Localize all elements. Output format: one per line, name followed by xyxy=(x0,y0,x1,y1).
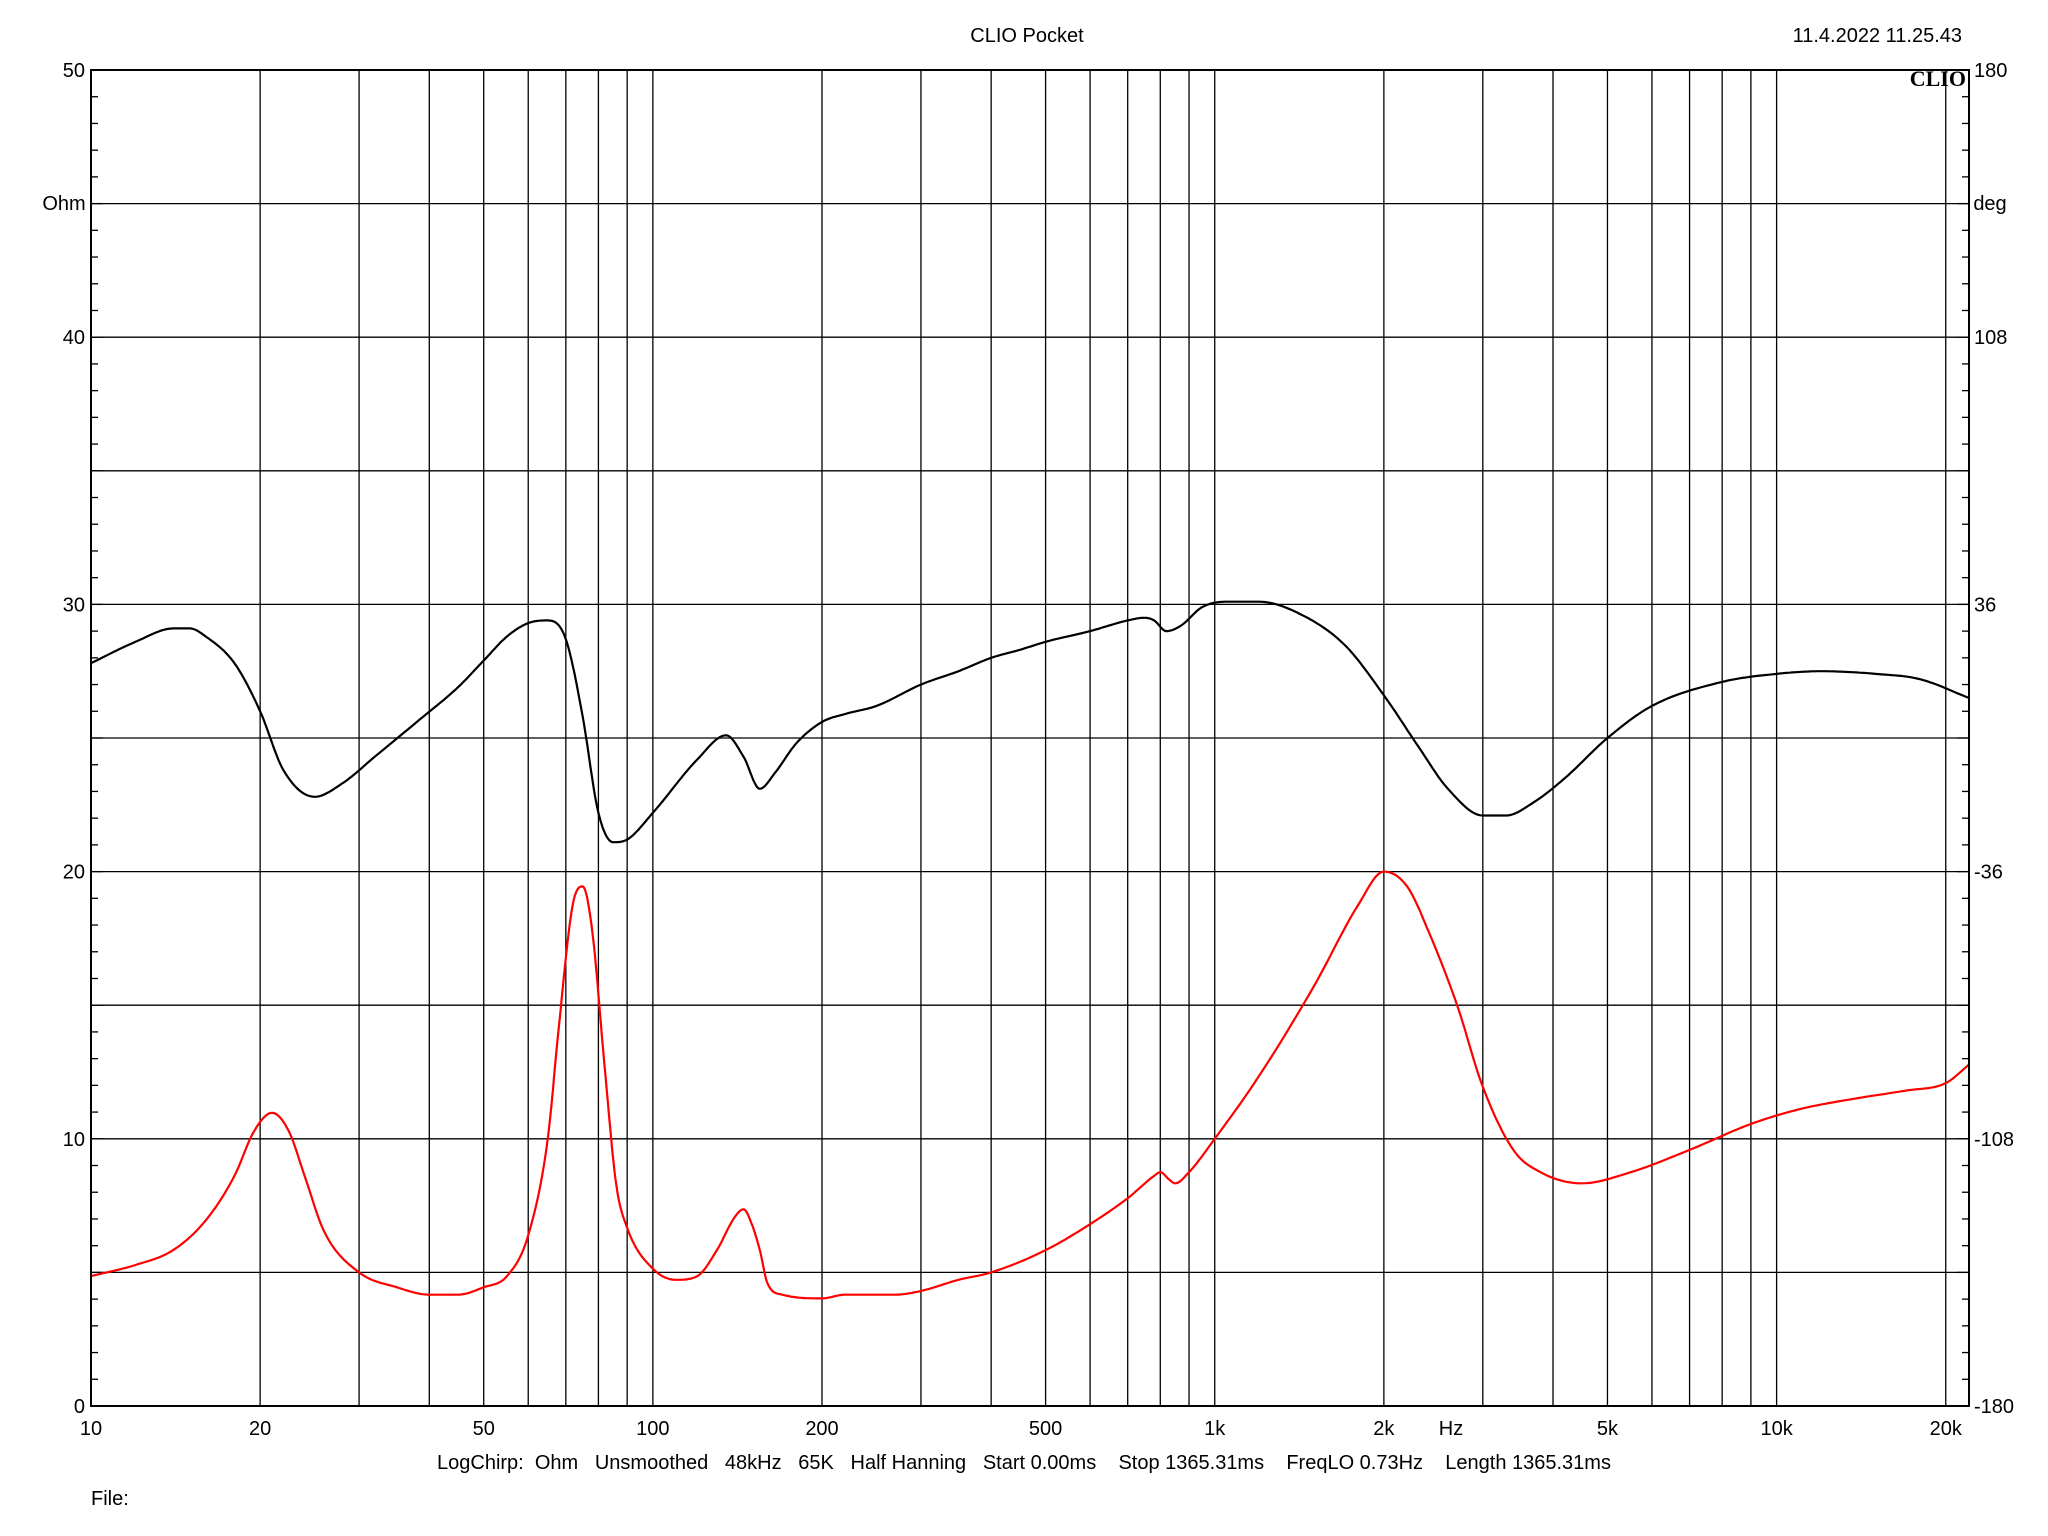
y-right-tick-label: -36 xyxy=(1974,862,2003,884)
y-left-tick-label: 0 xyxy=(74,1396,85,1418)
x-tick-label: 100 xyxy=(636,1418,669,1440)
series-layer xyxy=(90,600,1970,1300)
y-left-unit-label: Ohm xyxy=(42,193,85,215)
y-right-tick-label: 36 xyxy=(1974,594,1996,616)
y-right-tick-label: -108 xyxy=(1974,1129,2014,1151)
x-tick-label: 200 xyxy=(805,1418,838,1440)
y-left-tick-label: 50 xyxy=(63,60,85,82)
x-tick-label: 5k xyxy=(1597,1418,1619,1440)
y-left-tick-label: 10 xyxy=(63,1129,85,1151)
y-right-tick-label: 108 xyxy=(1974,327,2007,349)
x-tick-label: 20k xyxy=(1930,1418,1963,1440)
x-tick-label: 20 xyxy=(249,1418,271,1440)
x-tick-label: 2k xyxy=(1373,1418,1395,1440)
timestamp: 11.4.2022 11.25.43 xyxy=(1793,25,1962,47)
x-tick-label: 500 xyxy=(1029,1418,1062,1440)
y-left-tick-label: 40 xyxy=(63,327,85,349)
x-tick-label: 1k xyxy=(1204,1418,1226,1440)
x-tick-label: 50 xyxy=(473,1418,495,1440)
plot-frame xyxy=(90,69,1970,1407)
impedance-curve xyxy=(90,600,1970,844)
measurement-settings: LogChirp: Ohm Unsmoothed 48kHz 65K Half … xyxy=(437,1452,1611,1474)
x-tick-label: 10k xyxy=(1760,1418,1793,1440)
clio-logo: CLIO xyxy=(1910,66,1966,91)
y-left-tick-label: 20 xyxy=(63,862,85,884)
y-right-tick-label: -180 xyxy=(1974,1396,2014,1418)
y-right-unit-label: deg xyxy=(1973,193,2006,215)
grid xyxy=(91,70,1969,1406)
y-left-tick-label: 30 xyxy=(63,594,85,616)
file-label: File: xyxy=(91,1488,129,1510)
y-right-tick-label: 180 xyxy=(1974,60,2007,82)
x-unit-label: Hz xyxy=(1439,1418,1463,1440)
chart-title: CLIO Pocket xyxy=(970,25,1084,47)
x-tick-label: 10 xyxy=(80,1418,102,1440)
phase-curve xyxy=(90,870,1970,1300)
